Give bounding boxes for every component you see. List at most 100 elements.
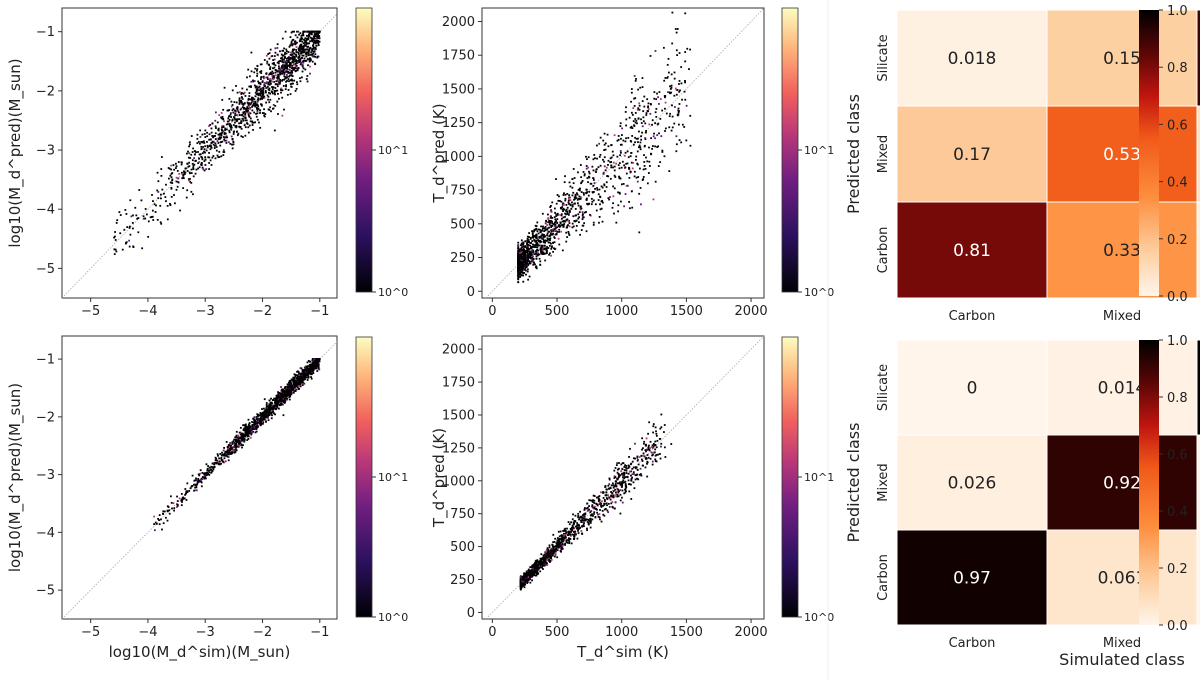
- data-point: [231, 441, 234, 444]
- data-point: [291, 50, 294, 53]
- data-point: [548, 223, 551, 226]
- data-point: [255, 416, 258, 418]
- data-point: [253, 104, 256, 106]
- data-point: [218, 457, 220, 460]
- data-point: [293, 383, 295, 386]
- data-point: [546, 239, 549, 242]
- data-point: [543, 230, 546, 233]
- data-point: [545, 239, 548, 242]
- data-point: [678, 83, 680, 85]
- data-point: [630, 91, 633, 94]
- data-point: [283, 387, 286, 390]
- data-point: [533, 228, 536, 231]
- data-point: [569, 185, 572, 188]
- data-point: [306, 80, 309, 83]
- data-point: [280, 57, 282, 60]
- data-point: [288, 75, 290, 78]
- colorbar: [781, 7, 799, 293]
- data-point: [313, 358, 316, 361]
- data-point: [310, 51, 313, 54]
- data-point: [583, 222, 586, 225]
- data-point: [281, 78, 284, 81]
- data-point: [558, 195, 560, 198]
- data-point: [219, 133, 221, 135]
- data-point: [551, 216, 554, 219]
- data-point: [266, 85, 269, 88]
- data-point: [619, 122, 622, 125]
- data-point: [306, 48, 309, 51]
- data-point: [235, 438, 238, 441]
- data-point: [668, 91, 671, 94]
- data-point: [297, 382, 300, 384]
- data-point: [259, 71, 262, 73]
- data-point: [295, 388, 297, 391]
- data-point: [561, 545, 564, 547]
- data-point: [517, 244, 520, 247]
- data-point: [128, 226, 131, 229]
- data-point: [284, 395, 287, 398]
- data-point: [272, 399, 275, 401]
- data-point: [212, 136, 215, 139]
- data-point: [611, 206, 614, 209]
- data-point: [240, 96, 243, 98]
- data-point: [554, 233, 557, 236]
- data-point: [297, 385, 300, 388]
- data-point: [293, 389, 296, 392]
- data-point: [174, 202, 176, 205]
- x-tick-label: −3: [196, 304, 215, 319]
- data-point: [309, 36, 312, 39]
- data-point: [295, 46, 298, 48]
- data-point: [159, 204, 162, 207]
- data-point: [192, 147, 195, 150]
- data-point: [294, 66, 297, 69]
- data-point: [675, 49, 678, 52]
- data-point: [581, 224, 584, 227]
- colorbar-tick-label: 10^1: [804, 144, 834, 157]
- data-point: [234, 118, 236, 121]
- data-point: [125, 213, 128, 215]
- data-point: [296, 383, 299, 386]
- data-point: [224, 460, 227, 463]
- data-point: [246, 110, 248, 113]
- data-point: [309, 57, 312, 60]
- data-point: [284, 397, 287, 400]
- data-point: [282, 67, 284, 70]
- data-point: [262, 91, 264, 94]
- data-point: [310, 376, 312, 378]
- data-point: [574, 202, 576, 205]
- data-point: [200, 162, 203, 165]
- data-point: [300, 378, 303, 381]
- data-point: [567, 201, 570, 204]
- data-point: [283, 78, 286, 81]
- data-point: [561, 535, 563, 538]
- data-point: [187, 178, 190, 181]
- data-point: [308, 30, 310, 33]
- data-point: [222, 108, 225, 111]
- data-point: [587, 181, 589, 184]
- data-point: [299, 376, 302, 378]
- data-point: [307, 50, 310, 53]
- data-point: [619, 154, 622, 157]
- data-point: [259, 422, 262, 425]
- data-point: [546, 237, 549, 240]
- data-point: [234, 121, 236, 124]
- data-point: [526, 235, 529, 238]
- data-point: [631, 167, 634, 170]
- data-point: [218, 156, 221, 158]
- heatmap-panel-confusion-top: 0.0180.150.90.170.530.0810.810.330.024Si…: [844, 4, 1200, 324]
- data-point: [288, 68, 291, 71]
- data-point: [176, 495, 178, 498]
- data-point: [550, 230, 553, 233]
- data-point: [571, 222, 574, 225]
- data-point: [618, 462, 620, 464]
- data-point: [642, 120, 645, 123]
- data-point: [273, 397, 276, 400]
- data-point: [532, 255, 534, 258]
- data-point: [625, 162, 628, 165]
- data-point: [544, 222, 547, 225]
- data-point: [586, 177, 589, 180]
- data-point: [531, 235, 534, 238]
- data-point: [256, 422, 259, 425]
- data-point: [314, 37, 316, 40]
- data-point: [269, 78, 272, 81]
